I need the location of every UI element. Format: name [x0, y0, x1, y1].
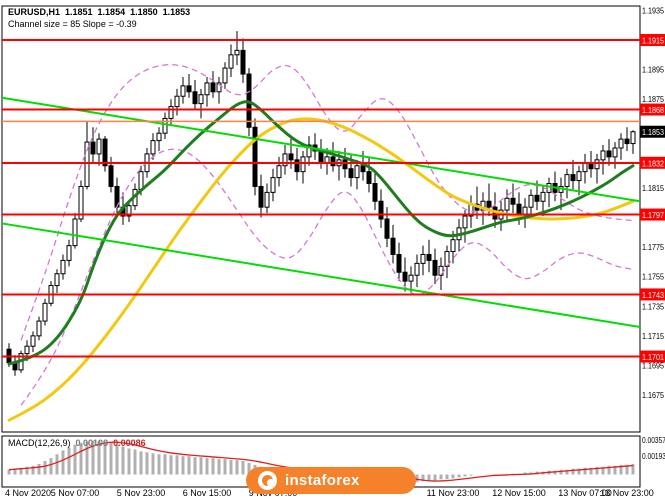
- ohlc-high: 1.1854: [97, 7, 126, 17]
- pane-frames: [1, 5, 641, 488]
- current-price-badge-label: 1.1853: [642, 128, 664, 137]
- time-axis-label: 12 Nov 15:00: [492, 488, 546, 498]
- macd-title: MACD(12,26,9): [8, 438, 71, 448]
- price-level-badge: [640, 350, 665, 363]
- ohlc-low: 1.1850: [130, 7, 158, 17]
- time-axis-label: 6 Nov 15:00: [183, 488, 232, 498]
- macd-axis-label: 0.00357: [642, 436, 665, 445]
- price-tick-label: 1.1755: [642, 273, 664, 282]
- price-tick-label: 1.1875: [642, 95, 664, 104]
- ohlc-close: 1.1853: [162, 7, 191, 17]
- price-tick-label: 1.1675: [642, 391, 664, 400]
- instaforex-watermark: instaforex: [246, 467, 416, 494]
- horizontal-levels: [2, 39, 640, 358]
- price-tick-label: 1.1935: [642, 6, 664, 15]
- price-tick-label: 1.1815: [642, 184, 664, 193]
- channel-info-label: Channel size = 85 Slope = -0.39: [8, 19, 137, 29]
- price-tick-label: 1.1735: [642, 302, 664, 311]
- price-level-badge-label: 1.1832: [642, 159, 664, 168]
- price-level-badge-label: 1.1868: [642, 106, 664, 115]
- macd-main-value: 0.00108: [75, 438, 109, 448]
- price-level-badge: [640, 34, 665, 47]
- candlestick-series: [6, 31, 636, 376]
- price-axis: 1.1935 1.1895 1.1875 1.1815 1.1775 1.1755 1.17…: [640, 6, 665, 400]
- price-tick-label: 1.1695: [642, 361, 664, 370]
- time-axis-label: 5 Nov 07:00: [51, 488, 100, 498]
- price-level-badge: [640, 103, 665, 116]
- macd-signal-value: 0.00086: [113, 438, 146, 448]
- envelope-lines: [20, 64, 634, 406]
- macd-axis-label: 0.00193: [642, 452, 665, 461]
- symbol-label: EURUSD,H1: [8, 7, 61, 17]
- trend-channel-lines: [1, 96, 641, 328]
- time-axis-label: 13 Nov 07:00: [558, 488, 612, 498]
- price-level-badge-label: 1.1915: [642, 37, 664, 46]
- macd-indicator-header: MACD(12,26,9) 0.00108 0.00086: [8, 438, 146, 448]
- ma-fast-green-line: [7, 100, 635, 366]
- ohlc-open: 1.1851: [65, 7, 93, 17]
- price-level-badge-label: 1.1797: [642, 211, 664, 220]
- price-level-badge: [640, 156, 665, 169]
- price-level-badge-label: 1.1743: [642, 291, 664, 300]
- time-axis-label: 4 Nov 2020: [5, 488, 51, 498]
- price-tick-label: 1.1775: [642, 243, 664, 252]
- ma-slow-yellow-line: [7, 117, 635, 422]
- time-axis-label: 5 Nov 23:00: [117, 488, 166, 498]
- time-axis-label: 11 Nov 23:00: [427, 488, 480, 498]
- current-price-badge: [640, 125, 665, 138]
- instaforex-watermark-text: instaforex: [285, 472, 360, 489]
- symbol-ohlc-header: EURUSD,H1 1.1851 1.1854 1.1850 1.1853: [8, 7, 190, 17]
- price-tick-label: 1.1715: [642, 332, 664, 341]
- moving-averages: [7, 100, 635, 422]
- instaforex-logo-icon: [258, 471, 277, 490]
- time-axis-label: 13 Nov 23:00: [600, 488, 654, 498]
- price-level-badge: [640, 288, 665, 301]
- price-tick-label: 1.1895: [642, 66, 664, 75]
- price-level-badge-label: 1.1701: [642, 353, 664, 362]
- price-level-badge: [640, 208, 665, 221]
